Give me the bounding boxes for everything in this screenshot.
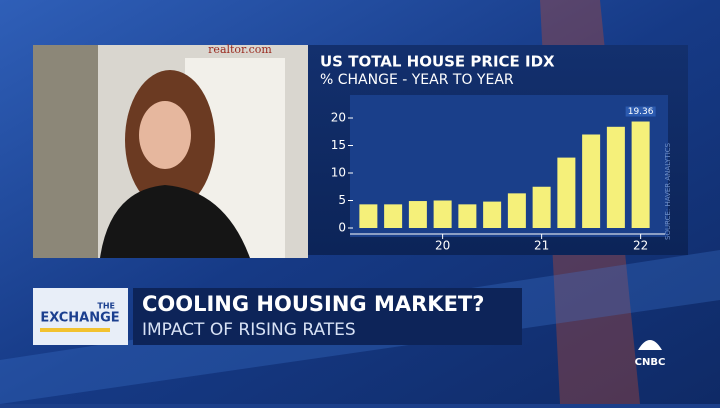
bar — [483, 201, 502, 228]
bar — [532, 186, 551, 228]
value-label: 19.36 — [628, 107, 654, 117]
show-logo — [33, 288, 128, 345]
bar — [507, 193, 526, 228]
show-logo-top: THE — [97, 302, 115, 311]
y-tick-label: 5 — [338, 193, 346, 207]
bar — [557, 157, 576, 228]
bar — [631, 121, 650, 228]
headline: COOLING HOUSING MARKET? — [142, 292, 484, 316]
show-logo-name: EXCHANGE — [40, 311, 119, 326]
x-tick-label: 20 — [435, 239, 450, 253]
face — [139, 101, 191, 169]
subhead: IMPACT OF RISING RATES — [142, 320, 356, 340]
x-tick-label: 21 — [534, 239, 549, 253]
bar — [582, 134, 601, 228]
chart-title: US TOTAL HOUSE PRICE IDX — [320, 53, 555, 71]
sign-text: realtor.com — [208, 43, 272, 56]
value-label-box — [625, 106, 656, 117]
network-logo: CNBC — [635, 357, 666, 368]
bar — [433, 200, 452, 228]
y-tick-label: 0 — [338, 221, 346, 235]
x-tick-label: 22 — [633, 239, 648, 253]
bar — [384, 204, 403, 228]
bar — [458, 204, 477, 228]
logo-stripe — [40, 328, 110, 332]
chart-subtitle: % CHANGE - YEAR TO YEAR — [320, 72, 514, 88]
network-logo-icon — [638, 340, 662, 350]
y-tick-label: 20 — [331, 111, 346, 125]
headline-bar — [133, 288, 522, 345]
y-tick-label: 15 — [331, 138, 346, 152]
y-tick-label: 10 — [331, 166, 346, 180]
bar — [408, 201, 427, 228]
shelf — [33, 45, 98, 258]
source-note: SOURCE: HAVER ANALYTICS — [664, 142, 672, 240]
bar — [606, 126, 625, 228]
shirt — [100, 185, 250, 258]
bar — [359, 204, 378, 228]
